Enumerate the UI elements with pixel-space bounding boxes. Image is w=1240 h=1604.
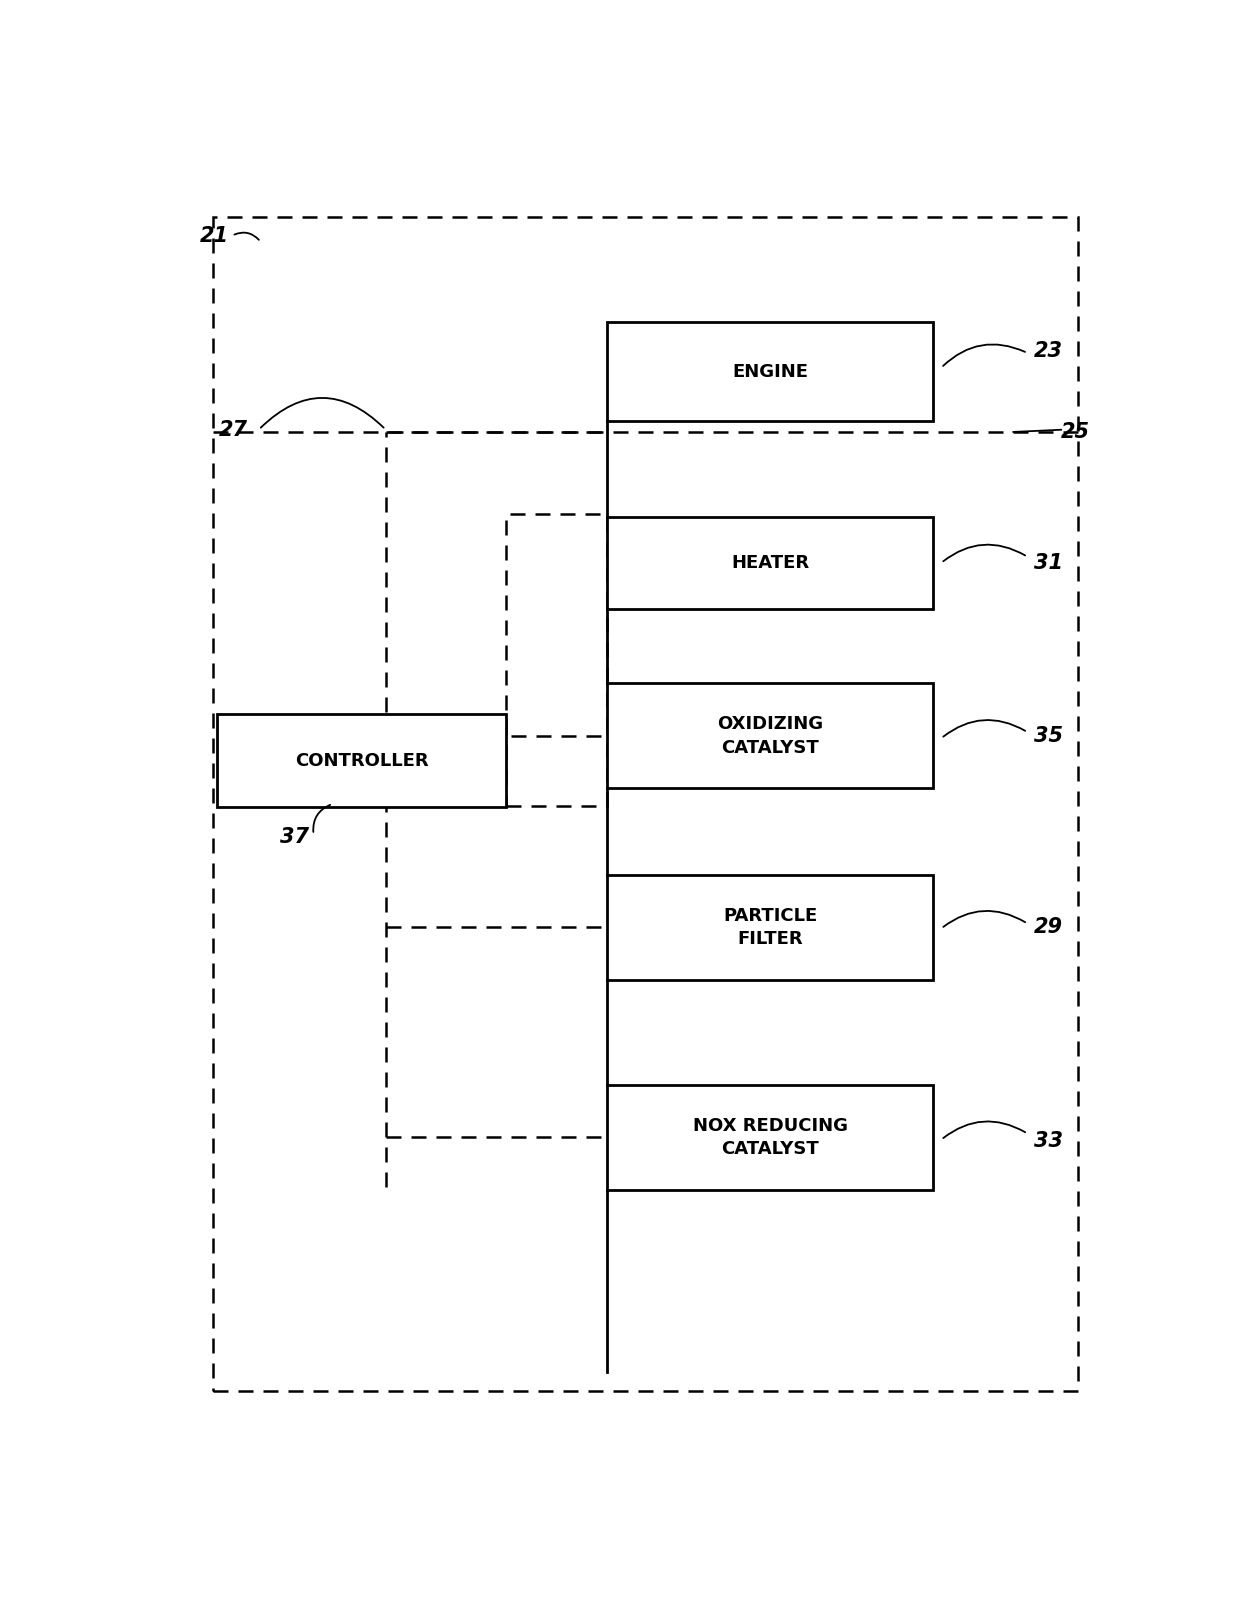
Text: ENGINE: ENGINE	[732, 363, 808, 380]
Text: 37: 37	[280, 828, 309, 847]
Text: 25: 25	[1061, 422, 1090, 443]
Text: 23: 23	[1034, 340, 1063, 361]
Text: 31: 31	[1034, 553, 1063, 573]
Bar	[606, 874, 934, 980]
Text: CONTROLLER: CONTROLLER	[295, 752, 429, 770]
Text: OXIDIZING
CATALYST: OXIDIZING CATALYST	[717, 715, 823, 757]
Text: 27: 27	[219, 420, 248, 439]
Text: 29: 29	[1034, 917, 1063, 937]
Bar	[506, 513, 606, 807]
Bar	[606, 683, 934, 789]
Text: 33: 33	[1034, 1131, 1063, 1152]
Text: 21: 21	[200, 226, 229, 245]
Text: 35: 35	[1034, 727, 1063, 746]
Bar	[217, 714, 506, 807]
Text: PARTICLE
FILTER: PARTICLE FILTER	[723, 906, 817, 948]
Text: NOX REDUCING
CATALYST: NOX REDUCING CATALYST	[692, 1116, 848, 1158]
Text: HEATER: HEATER	[730, 553, 810, 573]
Bar	[606, 322, 934, 420]
Bar	[606, 1084, 934, 1190]
Bar	[606, 516, 934, 610]
